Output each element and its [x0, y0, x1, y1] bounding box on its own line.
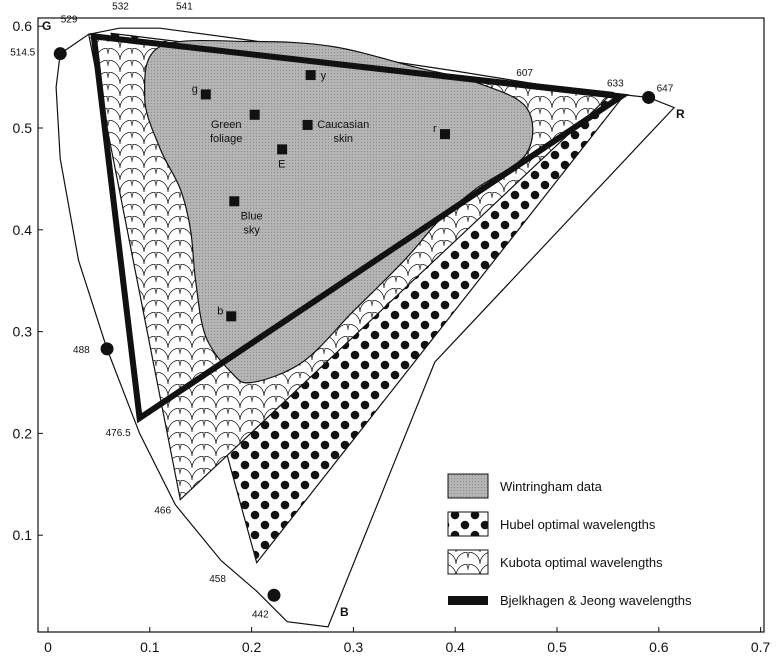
- x-tick-label: 0.4: [445, 639, 465, 655]
- locus-marker: [100, 342, 114, 356]
- corner-label-b: B: [340, 605, 349, 619]
- wavelength-label: 633: [607, 78, 624, 89]
- legend-swatch: [447, 549, 489, 575]
- data-point-label: b: [217, 305, 223, 317]
- data-point-label: r: [433, 123, 437, 135]
- marks: 514.5 529 532 541 607 633 647 488 476.5 466 458 442…: [10, 1, 685, 620]
- legend-swatch: [447, 473, 489, 499]
- x-tick-label: 0.6: [649, 639, 669, 655]
- region-label: sky: [243, 225, 260, 237]
- y-tick-label: 0.1: [13, 527, 33, 543]
- y-tick-label: 0.2: [13, 425, 33, 441]
- data-point: [305, 70, 316, 81]
- region-label: foliage: [210, 133, 242, 145]
- y-tick-label: 0.3: [13, 324, 33, 340]
- bjelkhagen-triangle: [90, 32, 630, 424]
- x-tick-label: 0.5: [547, 639, 567, 655]
- data-point: [440, 129, 451, 140]
- wavelength-label: 532: [112, 1, 129, 12]
- data-point: [200, 89, 211, 100]
- data-point: [249, 109, 260, 120]
- wavelength-label: 607: [516, 68, 533, 79]
- locus-marker: [53, 47, 67, 61]
- y-tick-label: 0.5: [13, 120, 33, 136]
- wavelength-label: 466: [154, 506, 171, 517]
- legend-label: Hubel optimal wavelengths: [500, 517, 656, 532]
- data-point-label: y: [321, 70, 327, 82]
- x-tick-label: 0.7: [751, 639, 771, 655]
- corner-label-g: G: [42, 19, 51, 33]
- data-point: [277, 144, 288, 155]
- wavelength-label: 529: [61, 14, 78, 25]
- wavelength-label: 442: [252, 609, 269, 620]
- legend-label: Kubota optimal wavelengths: [500, 555, 663, 570]
- data-point: [302, 119, 313, 130]
- region-label: Caucasian: [317, 119, 369, 131]
- regions: [55, 27, 676, 628]
- x-tick-label: 0.3: [344, 639, 364, 655]
- wavelength-label: 488: [73, 345, 90, 356]
- legend-swatch: [447, 511, 489, 537]
- region-label: Green: [211, 119, 242, 131]
- y-tick-label: 0.6: [13, 18, 33, 34]
- wintringham-region: [143, 39, 534, 384]
- data-point-label: g: [192, 83, 198, 95]
- plot-frame: [37, 17, 765, 633]
- locus-marker: [642, 90, 656, 104]
- x-tick-label: 0: [44, 639, 52, 655]
- wavelength-label: 647: [657, 83, 674, 94]
- y-tick-label: 0.4: [13, 222, 33, 238]
- legend-swatch: [448, 596, 488, 605]
- wavelength-label: 514.5: [10, 48, 35, 59]
- wavelength-label: 476.5: [106, 428, 131, 439]
- data-point-label: E: [278, 158, 285, 170]
- region-label: Blue: [241, 211, 263, 223]
- corner-label-r: R: [676, 107, 685, 121]
- data-point: [226, 311, 237, 322]
- data-point: [229, 196, 240, 207]
- x-tick-label: 0.2: [242, 639, 262, 655]
- region-label: skin: [333, 133, 353, 145]
- x-tick-label: 0.1: [140, 639, 160, 655]
- legend-label: Wintringham data: [500, 479, 603, 494]
- locus-marker: [267, 588, 281, 602]
- axes: 0 0.1 0.2 0.3 0.4 0.5 0.6 0.7 0.1 0.2 0.3 0.4 0.5 0.6: [13, 18, 771, 655]
- legend: Wintringham data Hubel optimal wavelength…: [447, 473, 692, 608]
- wavelength-label: 541: [176, 1, 193, 12]
- wavelength-label: 458: [209, 574, 226, 585]
- legend-label: Bjelkhagen & Jeong wavelengths: [500, 593, 692, 608]
